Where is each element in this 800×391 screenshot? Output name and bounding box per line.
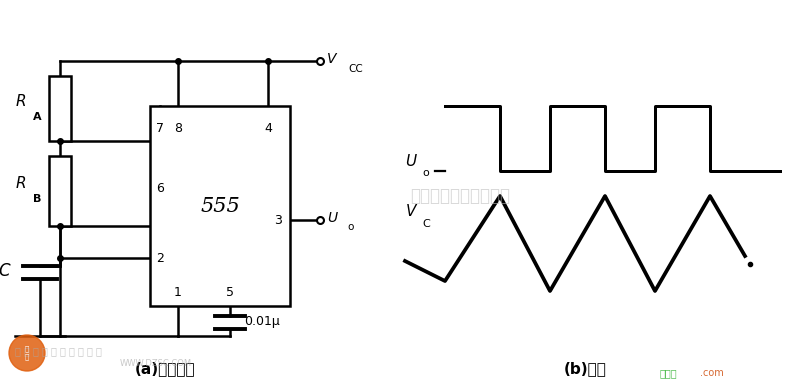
- Text: 555: 555: [200, 197, 240, 215]
- Text: 1: 1: [174, 285, 182, 298]
- Text: $U$: $U$: [327, 211, 339, 225]
- Text: o: o: [422, 168, 429, 178]
- Text: 7: 7: [156, 122, 164, 135]
- Text: $V$: $V$: [326, 52, 338, 66]
- Text: $V$: $V$: [405, 203, 418, 219]
- Text: $U$: $U$: [405, 153, 418, 169]
- Text: (b)波形: (b)波形: [563, 362, 606, 377]
- Bar: [49, 76, 71, 141]
- Text: 0.01μ: 0.01μ: [244, 314, 280, 328]
- Text: 接线图: 接线图: [660, 368, 678, 378]
- Text: 6: 6: [156, 181, 164, 194]
- Circle shape: [9, 335, 45, 371]
- Text: CC: CC: [348, 64, 362, 74]
- Text: 5: 5: [226, 285, 234, 298]
- Text: 2: 2: [156, 251, 164, 264]
- Text: 杭州将睐科技有限公司: 杭州将睐科技有限公司: [410, 187, 510, 205]
- Text: 8: 8: [174, 122, 182, 135]
- Text: $C$: $C$: [0, 262, 12, 280]
- Text: 全 球 最 大 电 子 市 场 网 站: 全 球 最 大 电 子 市 场 网 站: [15, 346, 102, 356]
- Text: A: A: [33, 112, 42, 122]
- Text: B: B: [33, 194, 41, 204]
- Text: $R$: $R$: [15, 93, 26, 109]
- Text: (a)基本电路: (a)基本电路: [134, 362, 195, 377]
- Bar: [150, 106, 290, 306]
- Text: C: C: [422, 219, 430, 229]
- Text: WWW.DZSC.COM: WWW.DZSC.COM: [120, 359, 192, 368]
- Text: 3: 3: [274, 213, 282, 226]
- Text: o: o: [347, 222, 354, 232]
- Bar: [49, 156, 71, 226]
- Text: .com: .com: [700, 368, 724, 378]
- Text: 4: 4: [264, 122, 272, 135]
- Text: $R$: $R$: [15, 175, 26, 191]
- Text: 维
库: 维 库: [25, 346, 29, 360]
